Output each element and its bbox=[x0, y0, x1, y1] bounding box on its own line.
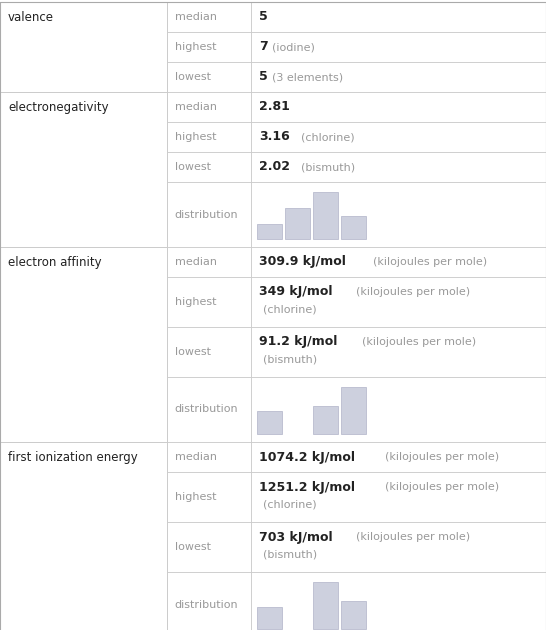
Bar bbox=[251, 377, 546, 442]
Bar bbox=[251, 522, 546, 572]
Bar bbox=[285, 208, 310, 239]
Text: highest: highest bbox=[175, 297, 216, 307]
Bar bbox=[251, 472, 546, 522]
Bar bbox=[167, 2, 251, 32]
Text: (kilojoules per mole): (kilojoules per mole) bbox=[385, 452, 499, 462]
Text: 1074.2 kJ/mol: 1074.2 kJ/mol bbox=[259, 450, 355, 464]
Text: lowest: lowest bbox=[175, 72, 211, 82]
Text: median: median bbox=[175, 452, 217, 462]
Text: (bismuth): (bismuth) bbox=[263, 355, 317, 365]
Text: (kilojoules per mole): (kilojoules per mole) bbox=[385, 482, 499, 492]
Bar bbox=[251, 442, 546, 472]
Bar bbox=[167, 442, 251, 472]
Bar bbox=[251, 277, 546, 327]
Text: 349 kJ/mol: 349 kJ/mol bbox=[259, 285, 333, 299]
Bar bbox=[341, 601, 366, 629]
Text: 7: 7 bbox=[259, 40, 268, 54]
Bar bbox=[167, 277, 251, 327]
Text: (kilojoules per mole): (kilojoules per mole) bbox=[356, 287, 470, 297]
Text: median: median bbox=[175, 102, 217, 112]
Bar bbox=[251, 327, 546, 377]
Bar bbox=[167, 182, 251, 247]
Text: highest: highest bbox=[175, 492, 216, 502]
Bar bbox=[167, 92, 251, 122]
Text: 3.16: 3.16 bbox=[259, 130, 290, 144]
Bar bbox=[313, 406, 339, 434]
Bar bbox=[341, 216, 366, 239]
Bar bbox=[251, 62, 546, 92]
Text: (chlorine): (chlorine) bbox=[263, 500, 317, 510]
Bar bbox=[251, 152, 546, 182]
Text: 703 kJ/mol: 703 kJ/mol bbox=[259, 530, 333, 544]
Bar bbox=[0, 247, 167, 442]
Bar bbox=[167, 522, 251, 572]
Bar bbox=[167, 32, 251, 62]
Bar bbox=[251, 247, 546, 277]
Text: (kilojoules per mole): (kilojoules per mole) bbox=[373, 257, 488, 267]
Text: first ionization energy: first ionization energy bbox=[8, 451, 138, 464]
Text: (3 elements): (3 elements) bbox=[272, 72, 343, 82]
Text: 91.2 kJ/mol: 91.2 kJ/mol bbox=[259, 336, 337, 348]
Text: median: median bbox=[175, 12, 217, 22]
Bar bbox=[167, 327, 251, 377]
Bar bbox=[167, 152, 251, 182]
Text: distribution: distribution bbox=[175, 210, 238, 219]
Text: (kilojoules per mole): (kilojoules per mole) bbox=[363, 337, 477, 347]
Text: 2.02: 2.02 bbox=[259, 161, 290, 173]
Bar bbox=[251, 572, 546, 630]
Bar bbox=[257, 224, 282, 239]
Text: lowest: lowest bbox=[175, 162, 211, 172]
Bar bbox=[167, 247, 251, 277]
Bar bbox=[341, 387, 366, 434]
Text: lowest: lowest bbox=[175, 542, 211, 552]
Bar bbox=[167, 472, 251, 522]
Text: electron affinity: electron affinity bbox=[8, 256, 102, 269]
Text: (bismuth): (bismuth) bbox=[263, 549, 317, 559]
Text: distribution: distribution bbox=[175, 600, 238, 609]
Bar bbox=[251, 2, 546, 32]
Text: highest: highest bbox=[175, 132, 216, 142]
Text: 5: 5 bbox=[259, 71, 268, 84]
Bar bbox=[167, 62, 251, 92]
Bar bbox=[167, 377, 251, 442]
Bar bbox=[0, 442, 167, 630]
Text: (chlorine): (chlorine) bbox=[263, 304, 317, 314]
Text: 309.9 kJ/mol: 309.9 kJ/mol bbox=[259, 256, 346, 268]
Text: distribution: distribution bbox=[175, 404, 238, 415]
Bar bbox=[167, 122, 251, 152]
Text: electronegativity: electronegativity bbox=[8, 101, 109, 114]
Bar bbox=[313, 582, 339, 629]
Bar bbox=[251, 122, 546, 152]
Bar bbox=[257, 411, 282, 434]
Text: median: median bbox=[175, 257, 217, 267]
Bar bbox=[251, 92, 546, 122]
Bar bbox=[313, 192, 339, 239]
Text: (kilojoules per mole): (kilojoules per mole) bbox=[356, 532, 470, 542]
Bar bbox=[0, 92, 167, 247]
Text: (bismuth): (bismuth) bbox=[301, 162, 355, 172]
Text: 1251.2 kJ/mol: 1251.2 kJ/mol bbox=[259, 481, 355, 493]
Text: (chlorine): (chlorine) bbox=[301, 132, 354, 142]
Text: highest: highest bbox=[175, 42, 216, 52]
Bar bbox=[0, 2, 167, 92]
Bar bbox=[251, 32, 546, 62]
Text: 5: 5 bbox=[259, 11, 268, 23]
Text: 2.81: 2.81 bbox=[259, 101, 290, 113]
Text: (iodine): (iodine) bbox=[272, 42, 316, 52]
Text: valence: valence bbox=[8, 11, 54, 24]
Text: lowest: lowest bbox=[175, 347, 211, 357]
Bar bbox=[167, 572, 251, 630]
Bar bbox=[251, 182, 546, 247]
Bar bbox=[257, 607, 282, 629]
